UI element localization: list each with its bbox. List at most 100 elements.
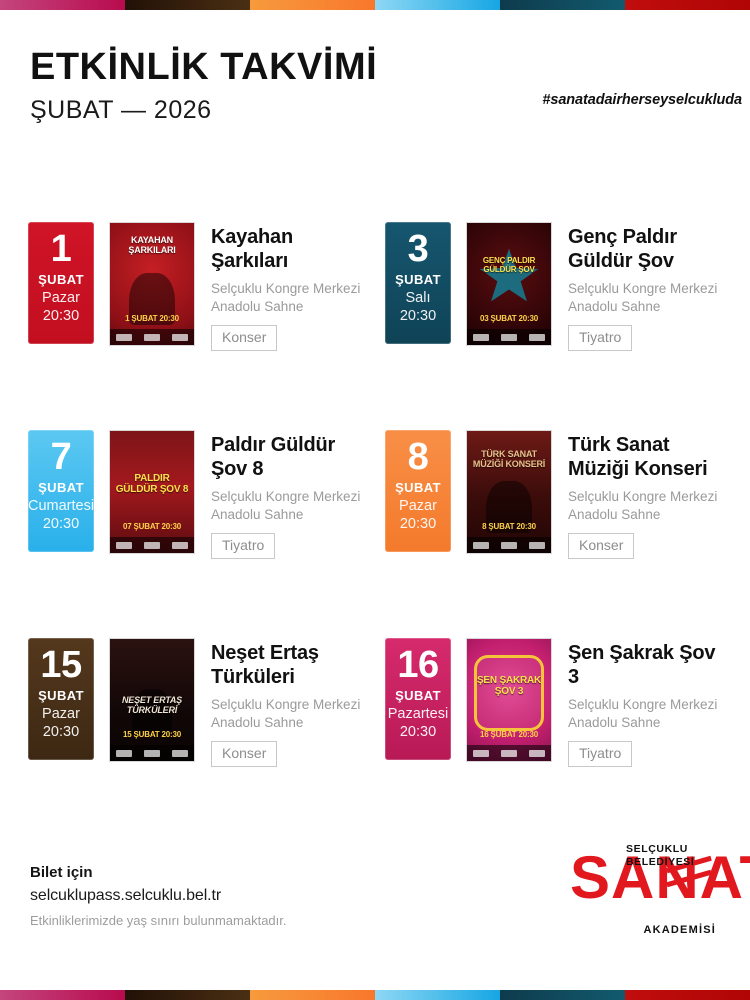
age-policy-note: Etkinliklerimizde yaş sınırı bulunmamakt… — [30, 913, 287, 928]
event-card[interactable]: 16 ŞUBAT Pazartesi 20:30 ŞEN ŞAKRAK ŞOV … — [385, 638, 722, 780]
date-weekday: Pazar — [42, 706, 80, 723]
color-segment-brown — [125, 990, 250, 1000]
event-poster[interactable]: PALDIR GÜLDÜR ŞOV 8 07 ŞUBAT 20:30 — [109, 430, 195, 554]
event-title: Şen Şakrak Şov 3 — [568, 642, 716, 688]
poster-title: PALDIR GÜLDÜR ŞOV 8 — [115, 473, 189, 496]
ticket-url[interactable]: selcuklupass.selcuklu.bel.tr — [30, 887, 222, 904]
date-badge: 1 ŞUBAT Pazar 20:30 — [28, 222, 94, 344]
event-venue-line2: Anadolu Sahne — [211, 715, 304, 730]
event-card[interactable]: 1 ŞUBAT Pazar 20:30 KAYAHAN ŞARKILARI 1 … — [28, 222, 365, 364]
event-poster[interactable]: GENÇ PALDIR GÜLDÜR ŞOV 03 ŞUBAT 20:30 — [466, 222, 552, 346]
date-time: 20:30 — [399, 516, 437, 533]
date-day: 8 — [407, 436, 429, 478]
event-card[interactable]: 3 ŞUBAT Salı 20:30 GENÇ PALDIR GÜLDÜR ŞO… — [385, 222, 722, 364]
date-badge: 3 ŞUBAT Salı 20:30 — [385, 222, 451, 344]
date-weekday: Pazartesi — [387, 706, 449, 723]
sponsor-logo-icon — [529, 749, 545, 757]
date-time: 20:30 — [42, 308, 80, 325]
poster-title: ŞEN ŞAKRAK ŞOV 3 — [476, 675, 542, 698]
sponsor-logo-icon — [116, 541, 132, 549]
event-title: Genç Paldır Güldür Şov — [568, 226, 677, 272]
poster-sponsor-strip — [110, 537, 194, 553]
date-day: 15 — [40, 644, 82, 686]
event-venue-line1: Selçuklu Kongre Merkezi — [568, 281, 718, 297]
event-category-tag[interactable]: Tiyatro — [568, 740, 633, 768]
event-card[interactable]: 8 ŞUBAT Pazar 20:30 TÜRK SANAT MÜZİĞİ KO… — [385, 430, 722, 572]
sponsor-logo-icon — [501, 333, 517, 341]
color-segment-orange — [250, 0, 375, 10]
sponsor-logo-icon — [529, 541, 545, 549]
event-card[interactable]: 7 ŞUBAT Cumartesi 20:30 PALDIR GÜLDÜR ŞO… — [28, 430, 365, 572]
sponsor-logo-icon — [473, 541, 489, 549]
event-info: Paldır Güldür Şov 8 Selçuklu Kongre Merk… — [211, 430, 365, 560]
poster-figure — [486, 481, 532, 533]
logo-line-belediyesi: BELEDİYESİ — [626, 856, 695, 868]
poster-marquee-frame — [474, 655, 544, 731]
color-segment-brown — [125, 0, 250, 10]
event-info: Genç Paldır Güldür Şov Selçuklu Kongre M… — [568, 222, 722, 352]
sponsor-logo-icon — [529, 333, 545, 341]
sponsor-logo-icon — [144, 333, 160, 341]
date-time: 20:30 — [42, 516, 80, 533]
footer: Bilet için selcuklupass.selcuklu.bel.tr … — [30, 864, 720, 928]
event-venue-line2: Anadolu Sahne — [568, 507, 661, 522]
sponsor-logo-icon — [501, 749, 517, 757]
event-title: Türk Sanat Müziği Konseri — [568, 434, 708, 480]
sponsor-logo-icon — [116, 333, 132, 341]
color-segment-lightblue — [375, 990, 500, 1000]
sponsor-logo-icon — [172, 333, 188, 341]
event-category-tag[interactable]: Tiyatro — [211, 532, 276, 560]
date-weekday: Cumartesi — [27, 498, 95, 515]
event-venue-line2: Anadolu Sahne — [568, 299, 661, 314]
poster-title: KAYAHAN ŞARKILARI — [128, 235, 176, 256]
poster-date: 15 ŞUBAT 20:30 — [123, 730, 181, 739]
header: ETKİNLİK TAKVİMİ ŞUBAT — 2026 #sanatadai… — [30, 47, 742, 125]
date-time: 20:30 — [399, 308, 437, 325]
poster-sponsor-strip — [467, 537, 551, 553]
event-category-tag[interactable]: Tiyatro — [568, 324, 633, 352]
event-venue: Selçuklu Kongre Merkezi Anadolu Sahne — [211, 696, 365, 732]
poster-sponsor-strip — [467, 329, 551, 345]
date-month: ŞUBAT — [395, 688, 441, 704]
date-badge: 8 ŞUBAT Pazar 20:30 — [385, 430, 451, 552]
event-info: Türk Sanat Müziği Konseri Selçuklu Kongr… — [568, 430, 722, 560]
logo-line-akademisi: AKADEMİSİ — [643, 924, 716, 936]
poster-date: 1 ŞUBAT 20:30 — [125, 314, 179, 323]
logo-line-selcuklu: SELÇUKLU — [626, 843, 688, 855]
event-poster[interactable]: ŞEN ŞAKRAK ŞOV 3 16 ŞUBAT 20:30 — [466, 638, 552, 762]
event-venue: Selçuklu Kongre Merkezi Anadolu Sahne — [211, 280, 365, 316]
poster-sponsor-strip — [467, 745, 551, 761]
poster-sponsor-strip — [110, 329, 194, 345]
color-segment-red — [625, 0, 750, 10]
color-segment-teal — [500, 0, 625, 10]
sponsor-logo-icon — [473, 749, 489, 757]
poster-date: 16 ŞUBAT 20:30 — [480, 730, 538, 739]
event-venue-line1: Selçuklu Kongre Merkezi — [568, 489, 718, 505]
event-venue-line1: Selçuklu Kongre Merkezi — [211, 281, 361, 297]
event-info: Neşet Ertaş Türküleri Selçuklu Kongre Me… — [211, 638, 365, 768]
event-venue: Selçuklu Kongre Merkezi Anadolu Sahne — [568, 280, 722, 316]
event-grid: 1 ŞUBAT Pazar 20:30 KAYAHAN ŞARKILARI 1 … — [28, 222, 722, 780]
event-card[interactable]: 15 ŞUBAT Pazar 20:30 NEŞET ERTAŞ TÜRKÜLE… — [28, 638, 365, 780]
event-poster[interactable]: KAYAHAN ŞARKILARI 1 ŞUBAT 20:30 — [109, 222, 195, 346]
sponsor-logo-icon — [144, 749, 160, 757]
date-month: ŞUBAT — [38, 688, 84, 704]
event-venue-line1: Selçuklu Kongre Merkezi — [568, 697, 718, 713]
event-category-tag[interactable]: Konser — [211, 324, 278, 352]
date-month: ŞUBAT — [38, 480, 84, 496]
date-time: 20:30 — [399, 724, 437, 741]
event-category-tag[interactable]: Konser — [568, 532, 635, 560]
date-month: ŞUBAT — [38, 272, 84, 288]
date-day: 16 — [397, 644, 439, 686]
top-color-bar — [0, 0, 750, 10]
color-segment-lightblue — [375, 0, 500, 10]
event-poster[interactable]: NEŞET ERTAŞ TÜRKÜLERİ 15 ŞUBAT 20:30 — [109, 638, 195, 762]
poster-title: TÜRK SANAT MÜZİĞİ KONSERİ — [472, 449, 546, 470]
event-venue: Selçuklu Kongre Merkezi Anadolu Sahne — [568, 696, 722, 732]
event-venue: Selçuklu Kongre Merkezi Anadolu Sahne — [211, 488, 365, 524]
event-category-tag[interactable]: Konser — [211, 740, 278, 768]
event-poster[interactable]: TÜRK SANAT MÜZİĞİ KONSERİ 8 ŞUBAT 20:30 — [466, 430, 552, 554]
hashtag-label: #sanatadairherseyselcukluda — [542, 92, 742, 108]
color-segment-orange — [250, 990, 375, 1000]
